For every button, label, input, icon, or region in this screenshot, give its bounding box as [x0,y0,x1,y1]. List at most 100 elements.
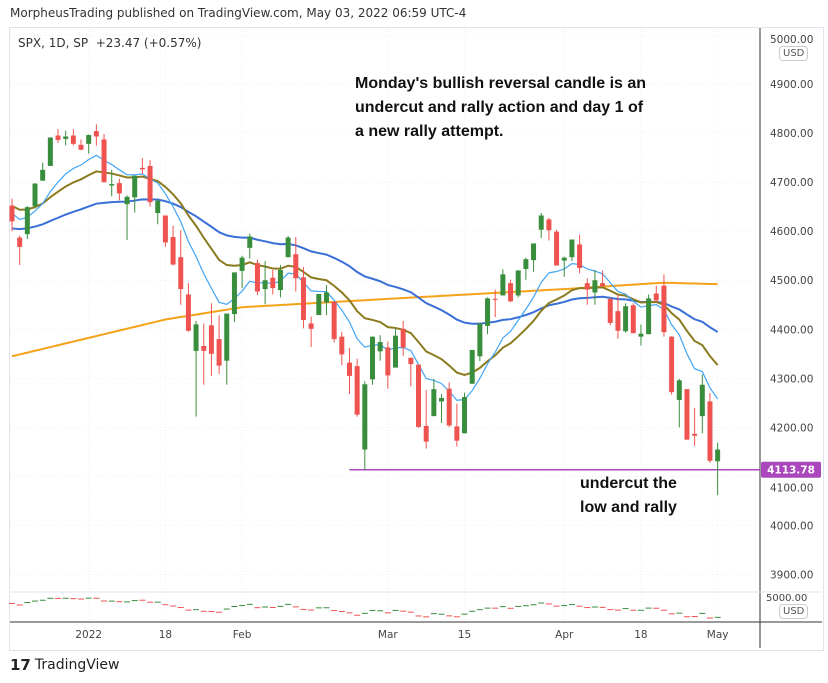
candle [423,390,429,449]
candle [254,259,260,295]
candle [561,256,567,277]
y-tick-label: 4700.00 [770,177,813,189]
candle-body [70,135,76,144]
symbol-legend: SPX, 1D, SP +23.47 (+0.57%) [18,36,201,50]
candle [584,278,590,305]
candle-body [9,205,15,222]
candle-body [515,270,521,296]
candle [661,274,667,337]
candle-body [485,298,491,326]
candle-body [316,293,322,316]
candle-body [132,175,138,198]
candle [323,285,329,316]
currency-button-lower[interactable]: USD [779,604,809,619]
candle-body [331,301,337,340]
candle-body [254,263,260,292]
x-tick-label: Apr [555,629,574,641]
candle-body [216,339,222,366]
candle [70,129,76,146]
candle [554,229,560,266]
annotation-low: undercut the low and rally [580,472,677,520]
y-tick-label: 4500.00 [770,275,813,287]
candle [201,323,207,385]
candle-body [109,184,115,186]
candle [9,198,15,232]
x-tick-label: Feb [233,629,252,641]
symbol-label: SPX, 1D, SP [18,36,89,50]
currency-button[interactable]: USD [779,46,809,61]
candle [24,206,30,240]
candle-body [224,313,230,361]
candle-body [155,200,161,214]
candle [569,239,575,262]
candle [40,162,46,181]
candle-body [500,274,506,296]
candle-body [93,131,99,137]
ma10-line [11,154,719,401]
candle-body [577,244,583,268]
candle [239,255,245,289]
candle-body [285,237,291,258]
candle-body [408,357,414,365]
candle-body [393,335,398,368]
candle-body [300,277,306,320]
y-tick-label: 4900.00 [770,79,813,91]
candle [247,233,253,259]
candle [408,357,414,387]
candle [523,257,529,280]
candle-body [63,136,69,139]
candle-body [508,283,514,302]
candle [63,130,69,146]
level-price-label: 4113.78 [767,465,815,477]
candle [300,266,306,329]
candle-body [78,144,84,150]
candle [669,336,675,395]
candle [707,393,713,463]
candle [86,134,92,154]
candle-body [377,342,383,352]
chart-frame [9,27,824,651]
candle-body [40,169,46,181]
candle-body [630,305,636,334]
candle [600,270,606,287]
candle-body [669,336,675,393]
candle-body [369,336,375,380]
candle-body [615,311,621,331]
candle-body [416,364,422,427]
y-tick-label: 4100.00 [770,483,813,495]
candle [285,236,291,258]
candle-body [208,325,214,354]
candle-body [462,397,468,434]
candle-body [162,215,168,243]
candle [377,335,383,361]
y-tick-label: 5000.00 [766,593,807,604]
candle [339,331,345,366]
candle [155,199,161,225]
candle [416,364,422,428]
candle [55,129,61,143]
candle [124,195,130,241]
candle-body [185,294,191,331]
candle [492,289,498,318]
candle [270,269,276,295]
candle-body [247,236,253,248]
tradingview-logo[interactable]: 𝟭𝟳 TradingView [10,656,119,674]
candle-body [86,135,92,144]
candle [715,442,721,496]
y-tick-label: 3900.00 [770,570,813,582]
candle [638,324,644,346]
candle [676,378,682,428]
candle-body [400,328,406,348]
annotation-line: Monday's bullish reversal candle is an [355,75,647,92]
x-tick-label: May [707,629,729,641]
candle [577,234,583,274]
candle-body [362,384,368,450]
candle [32,183,38,209]
candle-body [469,349,475,384]
annotation-line: undercut and rally action and day 1 of [355,99,644,116]
candle [684,389,690,440]
candle-body [546,219,552,231]
candle [538,213,544,239]
candle-body [385,347,391,376]
